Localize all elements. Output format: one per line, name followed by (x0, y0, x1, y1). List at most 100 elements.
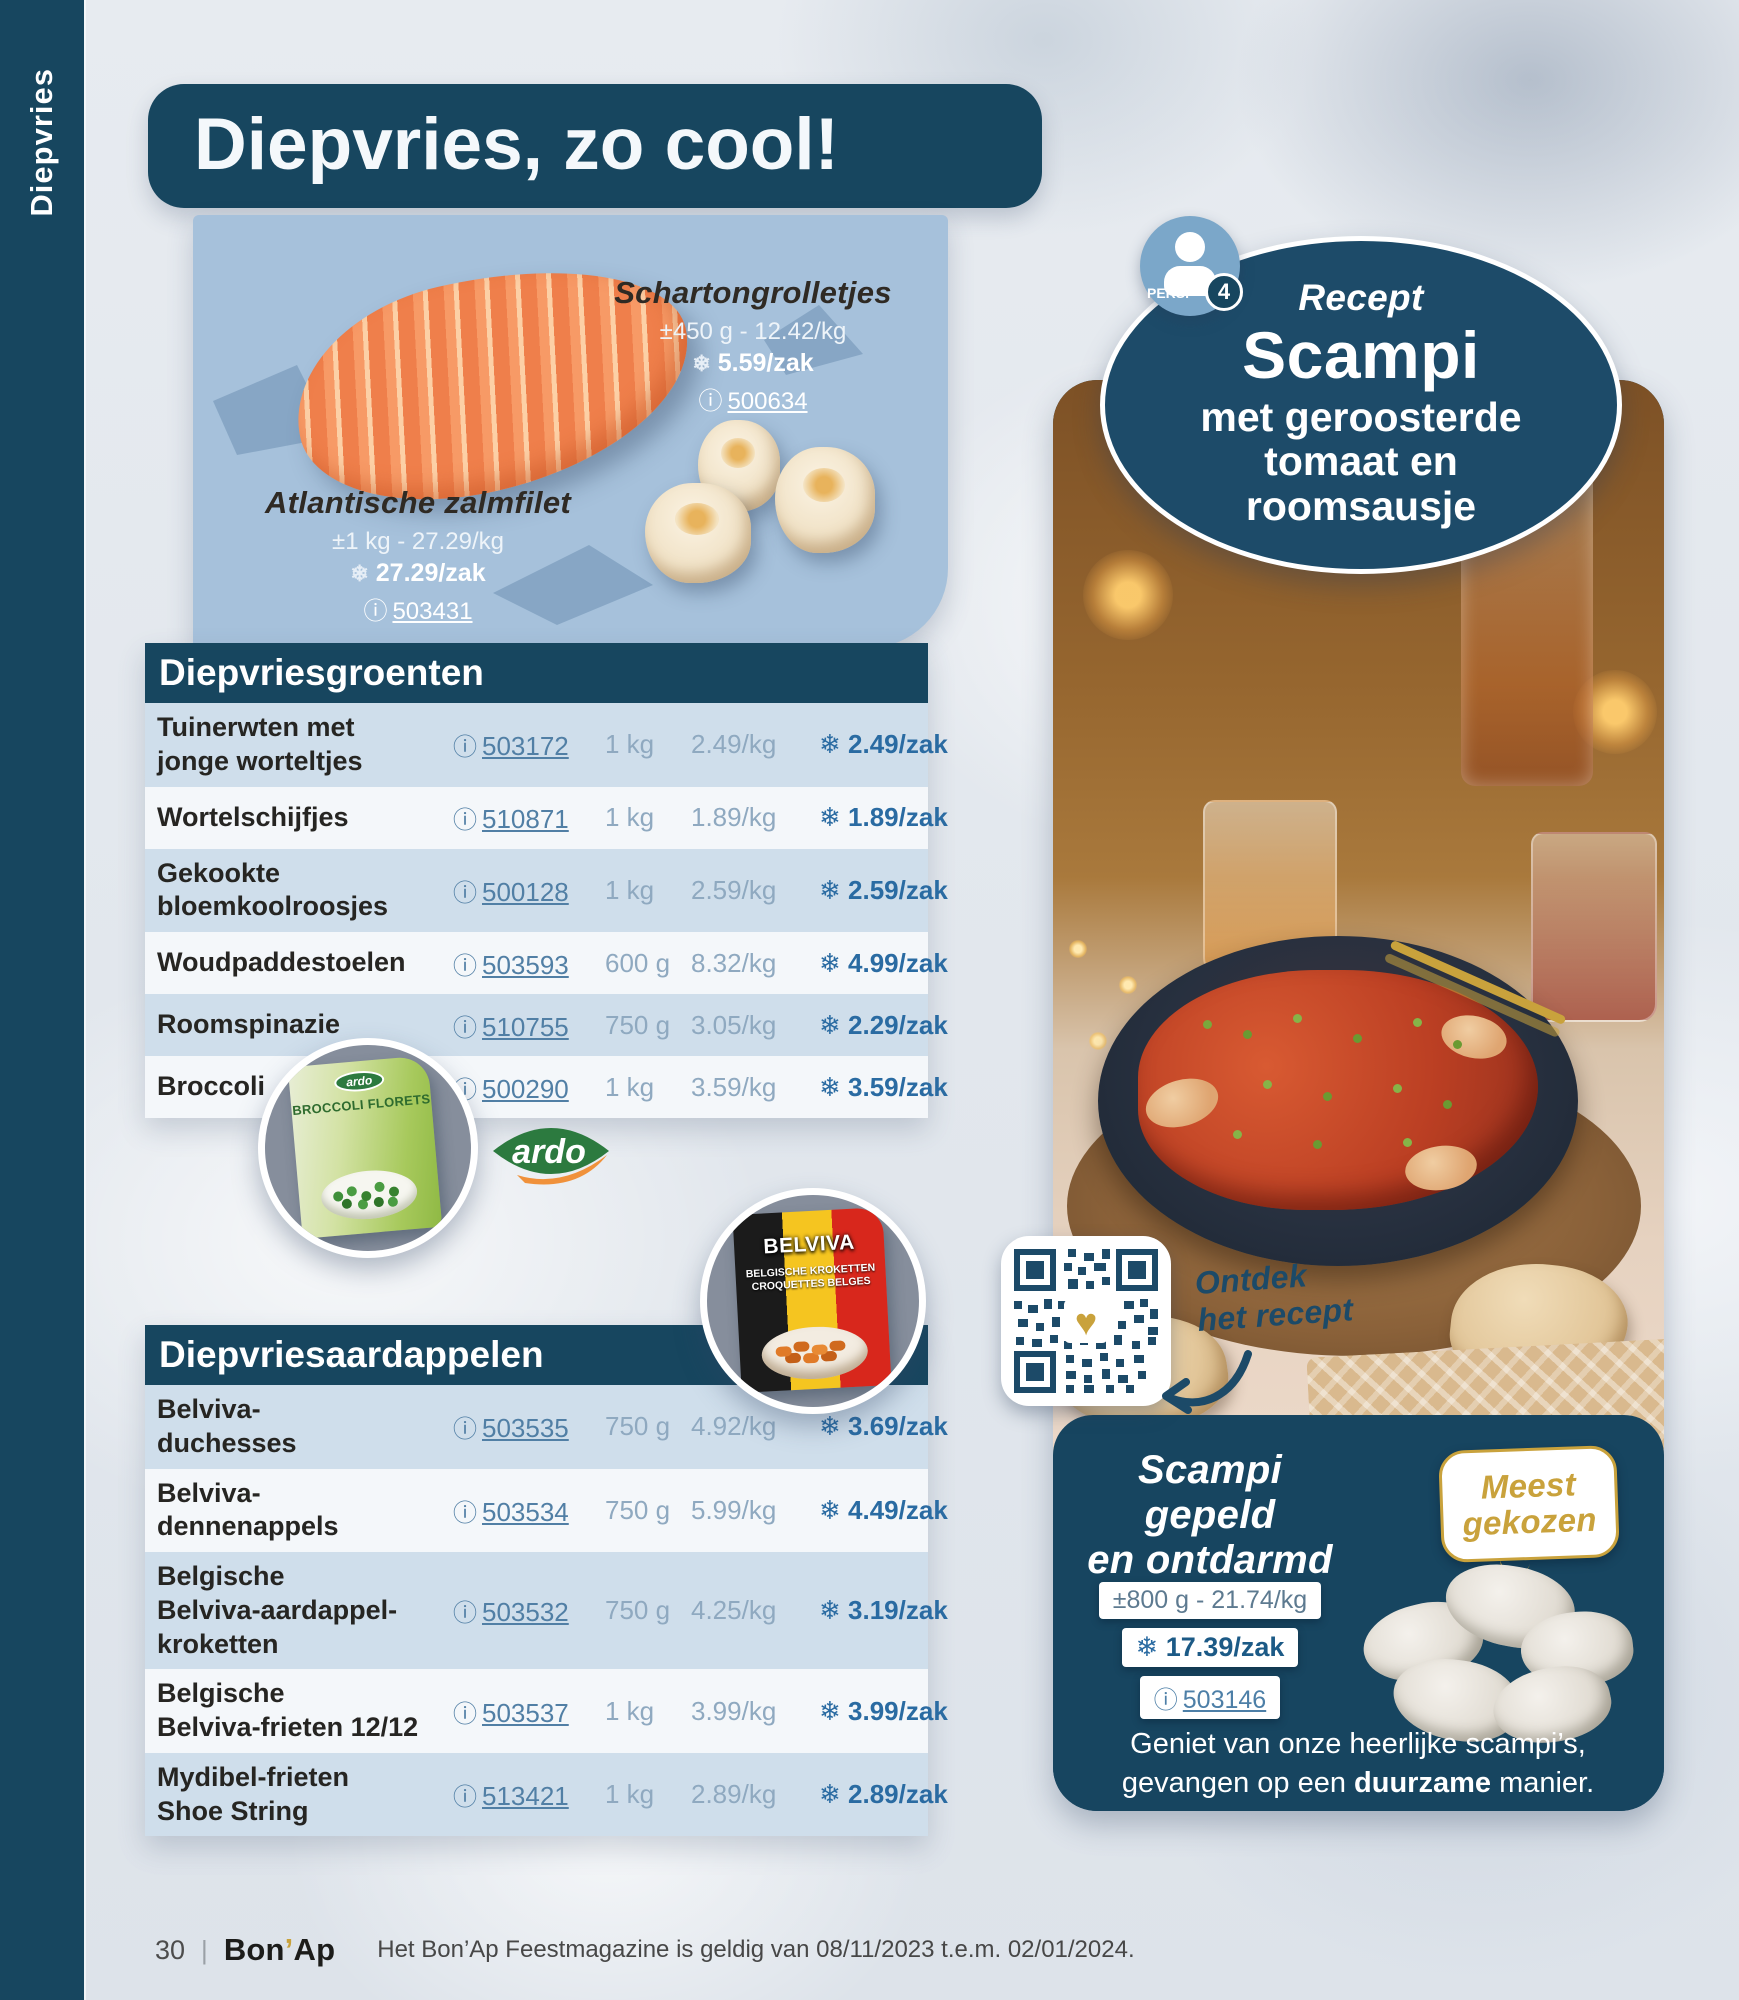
string-light (1119, 976, 1137, 994)
product-name: Roomspinazie (157, 1009, 341, 1040)
offer-price-boxes: ±800 g - 21.74/kg ❄ 17.39/zak ⓘ 503146 (1085, 1582, 1335, 1719)
person-icon (1175, 232, 1205, 262)
price-per-kg: 3.99/kg (691, 1695, 777, 1726)
page-title: Diepvries, zo cool! (148, 84, 1042, 208)
product-quantity: 1 kg (605, 1071, 655, 1102)
snowflake-icon: ❄ (819, 1009, 841, 1040)
product-price: ❄ 3.19/zak (819, 1595, 948, 1626)
info-icon: ⓘ (453, 807, 477, 834)
table-row: Roomspinazie ⓘ 510755 750 g 3.05/kg ❄ 2.2… (145, 994, 948, 1056)
servings-badge: PERS. 4 (1140, 216, 1243, 316)
product-code-link[interactable]: ⓘ 503535 (453, 1413, 569, 1444)
featured-product-schartong: Schartongrolletjes ±450 g - 12.42/kg ❄ 5… (563, 275, 943, 416)
price-per-kg: 8.32/kg (691, 947, 777, 978)
product-name: Belgische Belviva-frieten 12/12 (157, 1678, 419, 1742)
product-quantity: 1 kg (605, 874, 655, 905)
product-code-link[interactable]: ⓘ 503172 (453, 731, 569, 762)
page-number: 30 (155, 1934, 186, 1965)
belviva-bag-logo: BELVIVA (762, 1230, 856, 1259)
product-code-link[interactable]: ⓘ 503534 (453, 1496, 569, 1527)
product-price: ❄ 2.89/zak (819, 1779, 948, 1809)
product-code-link[interactable]: ⓘ 510871 (453, 804, 569, 834)
herb-garnish (1203, 1020, 1212, 1029)
table-diepvriesaardappelen: Diepvriesaardappelen Belviva- duchesses … (145, 1325, 948, 1837)
recipe-subtitle: met geroosterde tomaat en roomsausje (1200, 394, 1522, 529)
validity-text: Het Bon’Ap Feestmagazine is geldig van 0… (377, 1936, 1135, 1963)
raw-scampi-photo (1353, 1555, 1637, 1754)
product-name: Atlantische zalmfilet (264, 485, 572, 520)
info-icon: ⓘ (698, 388, 723, 415)
product-code-link[interactable]: ⓘ 503431 (363, 598, 473, 625)
product-quantity: 750 g (605, 1595, 671, 1626)
table-row: Wortelschijfjes ⓘ 510871 1 kg 1.89/kg ❄ 1… (145, 786, 948, 849)
snowflake-icon: ❄ (819, 1779, 841, 1809)
info-icon: ⓘ (453, 952, 477, 980)
bonap-logo: Bon’Ap (223, 1932, 336, 1967)
product-price: ❄ 3.69/zak (819, 1411, 948, 1442)
snowflake-icon: ❄ (1135, 1632, 1159, 1662)
bag-title: BROCCOLI FLORETS (291, 1091, 431, 1119)
table-rows: Belviva- duchesses ⓘ 503535 750 g 4.92/kg… (145, 1385, 948, 1837)
product-code-link[interactable]: ⓘ 500128 (453, 876, 569, 907)
product-quantity: 750 g (605, 1009, 671, 1040)
info-icon: ⓘ (453, 879, 477, 907)
snowflake-icon: ❄ (819, 1595, 841, 1626)
product-quantity: 1 kg (605, 729, 655, 760)
product-code-link[interactable]: ⓘ 503593 (453, 949, 569, 980)
table-row: Gekookte bloemkoolroosjes ⓘ 500128 1 kg 2… (145, 848, 948, 932)
info-icon: ⓘ (453, 1600, 477, 1628)
product-code-link[interactable]: ⓘ 500634 (698, 388, 808, 415)
bag-subtitle: BELGISCHE KROKETTEN CROQUETTES BELGES (745, 1261, 876, 1294)
product-name: Tuinerwten met jonge worteltjes (157, 712, 363, 776)
product-code-link[interactable]: ⓘ 503532 (453, 1597, 569, 1628)
recipe-kicker: Recept (1298, 277, 1424, 318)
info-icon: ⓘ (453, 1700, 477, 1728)
page-footer: 30 | Bon’Ap Het Bon’Ap Feestmagazine is … (155, 1932, 1135, 1968)
glass-image (1531, 832, 1657, 1022)
ardo-logo: ardo (487, 1115, 615, 1193)
price-per-kg: 2.59/kg (691, 874, 777, 905)
product-code-link[interactable]: ⓘ 500290 (453, 1073, 569, 1104)
product-code-link[interactable]: ⓘ 510755 (453, 1011, 569, 1042)
category-label: Diepvries (24, 68, 59, 217)
product-name: Belviva- dennenappels (157, 1477, 339, 1542)
table-row: Mydibel-frieten Shoe String ⓘ 513421 1 kg… (145, 1752, 948, 1837)
svg-text:ardo: ardo (512, 1133, 586, 1171)
price-per-kg: 2.49/kg (691, 729, 777, 760)
bokeh-light (1083, 550, 1173, 640)
product-code-link[interactable]: ⓘ 503537 (453, 1697, 569, 1728)
table-diepvriesgroenten: Diepvriesgroenten Tuinerwten met jonge w… (145, 643, 948, 1118)
product-price: ❄ 1.89/zak (819, 802, 948, 832)
product-price: ❄ 2.49/zak (819, 729, 948, 760)
snowflake-icon: ❄ (819, 1494, 841, 1525)
qr-pattern: ♥ (1014, 1249, 1158, 1393)
info-icon: ⓘ (453, 1416, 477, 1444)
product-name: Belgische Belviva-aardappel- kroketten (157, 1561, 398, 1659)
ardo-broccoli-bag: ardo BROCCOLI FLORETS (287, 1055, 443, 1239)
product-price: ❄ 5.59/zak (692, 349, 814, 377)
info-icon: ⓘ (453, 734, 477, 762)
info-icon: ⓘ (453, 1784, 477, 1811)
product-quantity: 1 kg (605, 802, 655, 832)
product-quantity: 750 g (605, 1411, 671, 1442)
product-code-link[interactable]: ⓘ 513421 (453, 1781, 569, 1811)
product-price: ❄ 27.29/zak (350, 559, 486, 587)
product-name: Wortelschijfjes (157, 801, 349, 832)
offer-price: ❄ 17.39/zak (1121, 1628, 1299, 1667)
product-weight: ±450 g - 12.42/kg (659, 318, 847, 345)
recipe-qr-code[interactable]: ♥ (1001, 1236, 1171, 1406)
info-icon: ⓘ (363, 598, 388, 625)
recipe-title: Scampi (1242, 318, 1480, 392)
product-price: ❄ 4.99/zak (819, 947, 948, 978)
table-row: Tuinerwten met jonge worteltjes ⓘ 503172 … (145, 703, 948, 787)
snowflake-icon: ❄ (819, 874, 841, 905)
price-per-kg: 4.92/kg (691, 1411, 777, 1442)
snowflake-icon: ❄ (819, 802, 841, 832)
fish-roll-image (775, 447, 875, 553)
featured-product-zalmfilet: Atlantische zalmfilet ±1 kg - 27.29/kg ❄… (231, 485, 605, 626)
snowflake-icon: ❄ (350, 561, 369, 586)
table-row: Broccoli ⓘ 500290 1 kg 3.59/kg ❄ 3.59/zak (145, 1056, 948, 1118)
offer-code-link[interactable]: ⓘ 503146 (1139, 1676, 1281, 1719)
product-name: Gekookte bloemkoolroosjes (157, 857, 389, 922)
